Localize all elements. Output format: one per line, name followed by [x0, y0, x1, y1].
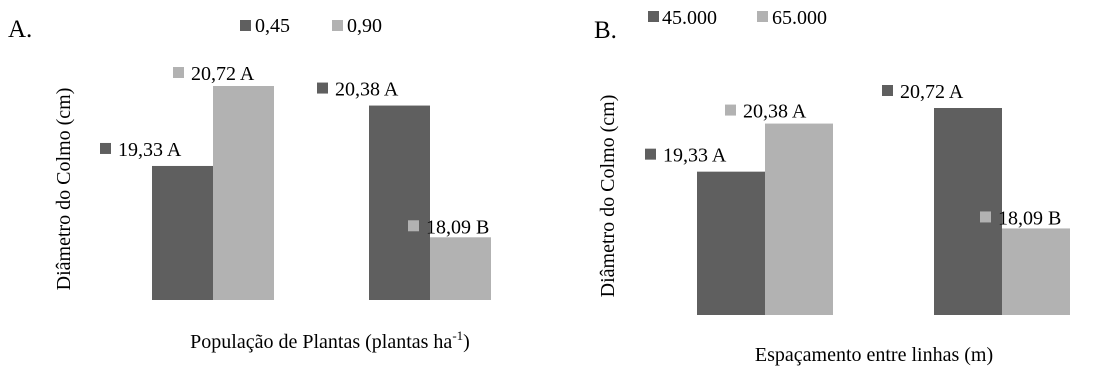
- panel-b-data-label-s1-c1: 18,09 B: [998, 207, 1061, 229]
- panel-a-bars: 19,33 A 20,38 A 20,72 A 18,09 B: [100, 63, 491, 300]
- panel-a-data-label-s1-c0: 20,72 A: [191, 63, 255, 85]
- panel-b-data-label-marker-s0-c1: [882, 85, 893, 96]
- panel-a-legend: 0,45 0,90: [240, 15, 382, 37]
- panel-a-data-label-marker-s0-c0: [100, 142, 111, 154]
- panel-b-legend-swatch-0: [648, 11, 659, 22]
- panel-b-data-label-s1-c0: 20,38 A: [743, 101, 807, 123]
- panel-b-legend-label-1: 65.000: [772, 7, 827, 29]
- panel-a-y-axis-label: Diâmetro do Colmo (cm): [53, 88, 75, 291]
- panel-a-legend-label-1: 0,90: [347, 15, 382, 37]
- panel-a-data-label-s0-c0: 19,33 A: [118, 139, 182, 161]
- panel-a-data-label-marker-s0-c1: [317, 82, 328, 94]
- panel-b-bars: 19,33 A 20,72 A 20,38 A 18,09 B: [645, 81, 1070, 315]
- panel-b-legend: 45.000 65.000: [648, 7, 827, 29]
- panel-b-bar-s1-c0: [765, 123, 833, 315]
- panel-b-data-label-marker-s1-c0: [725, 104, 736, 116]
- panel-a-data-label-marker-s1-c1: [408, 220, 419, 232]
- panel-b-data-label-marker-s1-c1: [980, 211, 991, 223]
- panel-a: A. 0,45 0,90 Diâmetro do Colmo (cm) 19,3…: [8, 15, 491, 353]
- panel-a-label: A.: [8, 16, 32, 43]
- panel-b-data-label-marker-s0-c0: [645, 148, 656, 160]
- panel-a-bar-s1-c1: [430, 237, 491, 300]
- panel-a-bar-s0-c1: [369, 105, 430, 300]
- panel-a-bar-s0-c0: [152, 165, 213, 300]
- panel-a-legend-label-0: 0,45: [255, 15, 290, 37]
- panel-a-x-axis-label: População de Plantas (plantas ha-1): [190, 328, 470, 353]
- panel-a-bar-s1-c0: [213, 86, 274, 300]
- panel-b-data-label-s0-c0: 19,33 A: [663, 145, 727, 167]
- panel-b: B. 45.000 65.000 Diâmetro do Colmo (cm) …: [594, 7, 1070, 366]
- panel-b-data-label-s0-c1: 20,72 A: [900, 81, 964, 103]
- panel-a-data-label-s0-c1: 20,38 A: [335, 79, 399, 101]
- panel-a-data-label-s1-c1: 18,09 B: [426, 216, 489, 238]
- panel-b-legend-label-0: 45.000: [662, 7, 717, 29]
- panel-a-legend-swatch-0: [240, 20, 251, 31]
- panel-b-legend-swatch-1: [757, 11, 768, 22]
- panel-b-y-axis-label: Diâmetro do Colmo (cm): [597, 95, 619, 298]
- panel-b-bar-s1-c1: [1002, 228, 1070, 315]
- panel-b-x-axis-label: Espaçamento entre linhas (m): [755, 344, 993, 366]
- panel-a-data-label-marker-s1-c0: [173, 67, 184, 78]
- panel-a-legend-swatch-1: [332, 20, 343, 31]
- panel-b-bar-s0-c0: [697, 171, 765, 315]
- panel-b-bar-s0-c1: [934, 108, 1002, 315]
- panel-b-label: B.: [594, 17, 617, 44]
